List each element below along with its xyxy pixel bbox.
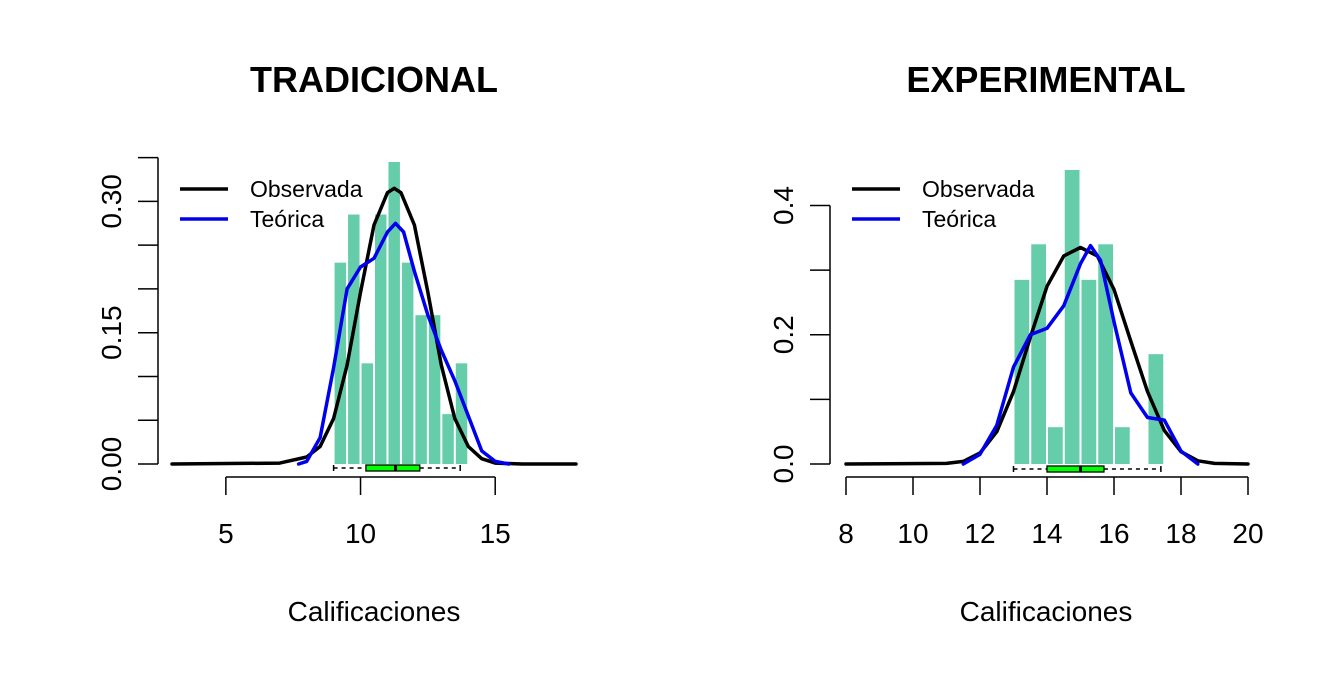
histogram-bar: [375, 214, 387, 464]
x-tick-label: 18: [1165, 518, 1196, 549]
x-tick-label: 10: [345, 518, 376, 549]
histogram-bar: [1048, 427, 1063, 464]
legend-label: Teórica: [250, 206, 324, 232]
histogram-bar: [388, 162, 400, 464]
y-tick-label: 0.15: [96, 305, 127, 360]
density-curve-observada: [844, 245, 1250, 466]
histogram-bar: [1081, 279, 1097, 464]
histogram-bar: [1064, 170, 1080, 464]
histogram-bar: [334, 262, 347, 464]
panel-title: EXPERIMENTAL: [906, 59, 1185, 100]
x-tick-label: 15: [480, 518, 511, 549]
density-curve-teorica: [961, 243, 1200, 466]
histogram-bar: [1031, 244, 1046, 464]
panel-experimental: EXPERIMENTAL Calificaciones 0.0 0.2 0.4 8 10…: [768, 59, 1264, 627]
boxplot-box: [1046, 465, 1105, 473]
legend-label: Observada: [922, 176, 1035, 202]
histogram-bar: [428, 315, 441, 464]
x-tick-label: 14: [1031, 518, 1062, 549]
histogram-bar: [455, 363, 468, 464]
histogram-bar: [1014, 279, 1030, 464]
y-tick-label: 0.4: [768, 186, 799, 225]
x-tick-label: 8: [838, 518, 854, 549]
boxplot-box: [365, 464, 421, 472]
x-tick-label: 10: [897, 518, 928, 549]
x-tick-label: 12: [964, 518, 995, 549]
legend-label: Teórica: [922, 206, 996, 232]
density-curve-observada: [170, 186, 578, 466]
histogram-bar: [442, 414, 454, 464]
x-axis-label: Calificaciones: [288, 596, 461, 627]
legend-label: Observada: [250, 176, 363, 202]
x-axis-label: Calificaciones: [960, 596, 1133, 627]
y-tick-label: 0.2: [768, 315, 799, 354]
y-tick-label: 0.0: [768, 445, 799, 484]
y-tick-label: 0.00: [96, 437, 127, 492]
panel-title: TRADICIONAL: [250, 59, 498, 100]
x-tick-label: 20: [1232, 518, 1263, 549]
histogram-bar: [415, 315, 427, 464]
x-tick-label: 5: [218, 518, 234, 549]
histogram-bar: [401, 262, 414, 464]
histogram-bar: [1115, 427, 1130, 464]
histogram-bar: [361, 363, 373, 464]
x-tick-label: 16: [1098, 518, 1129, 549]
y-tick-label: 0.30: [96, 174, 127, 229]
density-curve-teorica: [296, 221, 511, 466]
panel-tradicional: TRADICIONAL Calificaciones 0.00 0.15 0.30 5…: [96, 59, 578, 627]
histogram-bar: [348, 214, 360, 464]
